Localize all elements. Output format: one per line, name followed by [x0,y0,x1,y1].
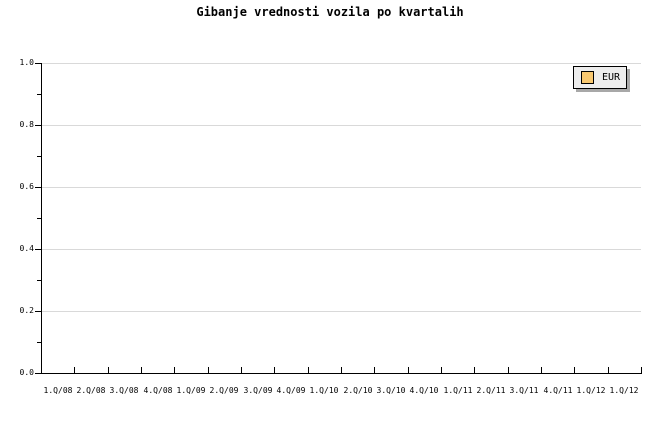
y-tick-major [35,249,41,250]
y-tick-major [35,63,41,64]
chart-title: Gibanje vrednosti vozila po kvartalih [196,5,464,19]
x-tick-label: 1.Q/12 [609,386,639,395]
gridline [42,187,641,188]
y-tick-label: 0.4 [19,244,34,253]
x-tick-label: 3.Q/08 [109,386,139,395]
y-tick-minor [37,342,41,343]
x-tick [74,367,75,373]
x-tick-label: 2.Q/11 [476,386,506,395]
x-tick [541,367,542,373]
x-tick-label: 4.Q/08 [143,386,173,395]
x-tick [608,367,609,373]
y-tick-label: 0.0 [19,368,34,377]
x-tick [141,367,142,373]
x-tick [574,367,575,373]
gridline [42,249,641,250]
x-tick-label: 4.Q/09 [276,386,306,395]
y-tick-minor [37,218,41,219]
x-tick-label: 2.Q/09 [209,386,239,395]
x-tick-label: 1.Q/09 [176,386,206,395]
x-tick-label: 1.Q/10 [309,386,339,395]
x-tick [108,367,109,373]
y-tick-minor [37,280,41,281]
legend-label: EUR [602,71,621,83]
x-tick [641,367,642,373]
y-tick-major [35,311,41,312]
x-tick-label: 2.Q/10 [343,386,373,395]
x-tick [308,367,309,373]
x-tick [174,367,175,373]
y-tick-label: 0.8 [19,120,34,129]
gridline [42,311,641,312]
x-tick-label: 2.Q/08 [76,386,106,395]
x-tick [508,367,509,373]
legend-swatch-eur [581,71,594,84]
x-tick-label: 3.Q/09 [243,386,273,395]
y-tick-major [35,125,41,126]
x-tick-label: 1.Q/08 [43,386,73,395]
gridline [42,63,641,64]
y-tick-label: 0.6 [19,182,34,191]
x-tick [274,367,275,373]
x-tick [474,367,475,373]
x-tick [408,367,409,373]
y-tick-label: 0.2 [19,306,34,315]
x-tick-label: 3.Q/11 [509,386,539,395]
x-tick-label: 1.Q/12 [576,386,606,395]
x-tick [441,367,442,373]
y-tick-minor [37,94,41,95]
y-tick-minor [37,156,41,157]
y-tick-label: 1.0 [19,58,34,67]
x-axis-line [41,373,642,374]
y-tick-major [35,373,41,374]
x-tick-label: 4.Q/11 [543,386,573,395]
y-tick-major [35,187,41,188]
gridline [42,125,641,126]
x-tick-label: 1.Q/11 [443,386,473,395]
x-tick-label: 4.Q/10 [409,386,439,395]
legend: EUR [573,66,627,89]
x-tick [374,367,375,373]
x-tick [208,367,209,373]
x-tick-label: 3.Q/10 [376,386,406,395]
x-tick [341,367,342,373]
x-tick [241,367,242,373]
y-axis-line [41,63,42,374]
